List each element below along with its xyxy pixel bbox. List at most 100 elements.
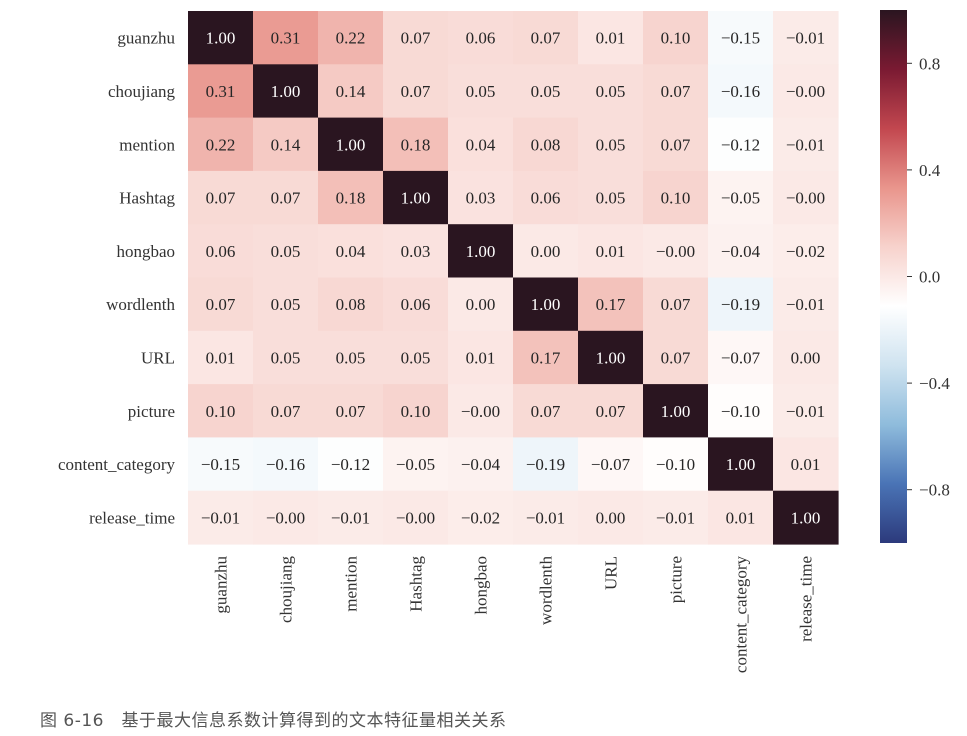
heatmap-cell [513, 384, 579, 438]
cell-value-label: 0.07 [401, 29, 431, 48]
heatmap-cell [708, 330, 774, 385]
heatmap-cell [643, 277, 709, 332]
colorbar-tick-label: 0.4 [919, 161, 941, 180]
heatmap-cell [643, 224, 709, 279]
row-tick-label: release_time [89, 508, 175, 527]
cell-value-label: 1.00 [726, 455, 756, 474]
heatmap-cell [578, 224, 644, 279]
heatmap-cell [643, 170, 709, 225]
heatmap-cell [513, 330, 579, 385]
heatmap-cell [643, 117, 709, 172]
heatmap-cell [383, 224, 449, 279]
heatmap-cell [513, 277, 579, 332]
cell-value-label: 0.05 [271, 242, 301, 261]
heatmap-cell [773, 330, 839, 385]
cell-value-label: −0.01 [201, 508, 240, 527]
row-tick-label: content_category [58, 455, 176, 474]
heatmap-cell [773, 437, 839, 492]
heatmap-cell [253, 277, 319, 332]
heatmap-cell [773, 384, 839, 438]
colorbar-tick-label: −0.4 [919, 374, 950, 393]
heatmap-cell [708, 224, 774, 279]
heatmap-cell [578, 490, 644, 545]
row-tick-label: URL [141, 348, 175, 367]
heatmap-cell [773, 490, 839, 545]
cell-value-label: 0.05 [596, 189, 626, 208]
row-tick-label: picture [128, 402, 175, 421]
heatmap-cell [383, 11, 449, 65]
cell-value-label: 0.07 [531, 402, 561, 421]
heatmap-cell [188, 384, 254, 438]
cell-value-label: 0.07 [531, 29, 561, 48]
heatmap-cell [188, 330, 254, 385]
cell-value-label: 0.17 [531, 348, 561, 367]
heatmap-cell [253, 117, 319, 172]
column-tick-label: wordlenth [537, 556, 556, 625]
cell-value-label: 0.01 [791, 455, 821, 474]
heatmap-cell [383, 330, 449, 385]
cell-value-label: 0.07 [661, 82, 691, 101]
heatmap-cell [448, 64, 514, 119]
heatmap-cell [188, 490, 254, 545]
cell-value-label: 0.18 [401, 135, 431, 154]
heatmap-cell [513, 490, 579, 545]
cell-value-label: 0.04 [466, 135, 496, 154]
row-tick-label: mention [119, 135, 175, 154]
cell-value-label: 0.01 [466, 348, 496, 367]
cell-value-label: −0.16 [721, 82, 760, 101]
cell-value-label: −0.04 [461, 455, 501, 474]
cell-value-label: −0.19 [526, 455, 565, 474]
cell-value-label: 0.05 [596, 135, 626, 154]
cell-value-label: 1.00 [336, 135, 366, 154]
heatmap-cell [513, 170, 579, 225]
cell-value-label: 1.00 [401, 189, 431, 208]
cell-value-label: 1.00 [206, 29, 236, 48]
cell-value-label: 0.01 [206, 348, 236, 367]
heatmap-cell [708, 64, 774, 119]
heatmap-cell [578, 170, 644, 225]
column-tick-label: content_category [732, 556, 751, 674]
column-tick-label: URL [602, 556, 621, 590]
cell-value-label: 0.10 [206, 402, 236, 421]
cell-value-label: 0.07 [401, 82, 431, 101]
column-tick-label: release_time [797, 556, 816, 642]
heatmap-cell [708, 11, 774, 65]
heatmap-cell [643, 437, 709, 492]
heatmap-cell [253, 330, 319, 385]
heatmap-cell [643, 11, 709, 65]
cell-value-label: 0.17 [596, 295, 626, 314]
cell-value-label: 1.00 [661, 402, 691, 421]
cell-value-label: −0.01 [526, 508, 565, 527]
cell-value-label: 0.08 [531, 135, 561, 154]
column-tick-label: choujiang [277, 556, 296, 624]
cell-value-label: −0.10 [721, 402, 760, 421]
heatmap-cell [253, 11, 319, 65]
cell-value-label: 1.00 [531, 295, 561, 314]
heatmap-cell [318, 330, 384, 385]
heatmap-cell [773, 277, 839, 332]
heatmap-cell [253, 490, 319, 545]
cell-value-label: 0.08 [336, 295, 366, 314]
cell-value-label: −0.12 [331, 455, 370, 474]
cell-value-label: −0.01 [786, 402, 825, 421]
heatmap-cell [643, 384, 709, 438]
cell-value-label: 1.00 [466, 242, 496, 261]
cell-value-label: −0.01 [786, 29, 825, 48]
heatmap-cell [448, 277, 514, 332]
cell-value-label: −0.07 [721, 348, 761, 367]
cell-value-label: −0.00 [786, 189, 825, 208]
heatmap-cell [188, 117, 254, 172]
heatmap-cell [188, 437, 254, 492]
cell-value-label: −0.01 [656, 508, 695, 527]
cell-value-label: −0.00 [266, 508, 305, 527]
cell-value-label: 1.00 [791, 508, 821, 527]
cell-value-label: 1.00 [271, 82, 301, 101]
heatmap-cell [448, 224, 514, 279]
cell-value-label: −0.15 [721, 29, 760, 48]
cell-value-label: −0.01 [786, 295, 825, 314]
row-tick-label: hongbao [116, 242, 175, 261]
heatmap-cell [253, 64, 319, 119]
heatmap-cell [513, 224, 579, 279]
cell-value-label: 0.05 [336, 348, 366, 367]
cell-value-label: 0.10 [661, 29, 691, 48]
